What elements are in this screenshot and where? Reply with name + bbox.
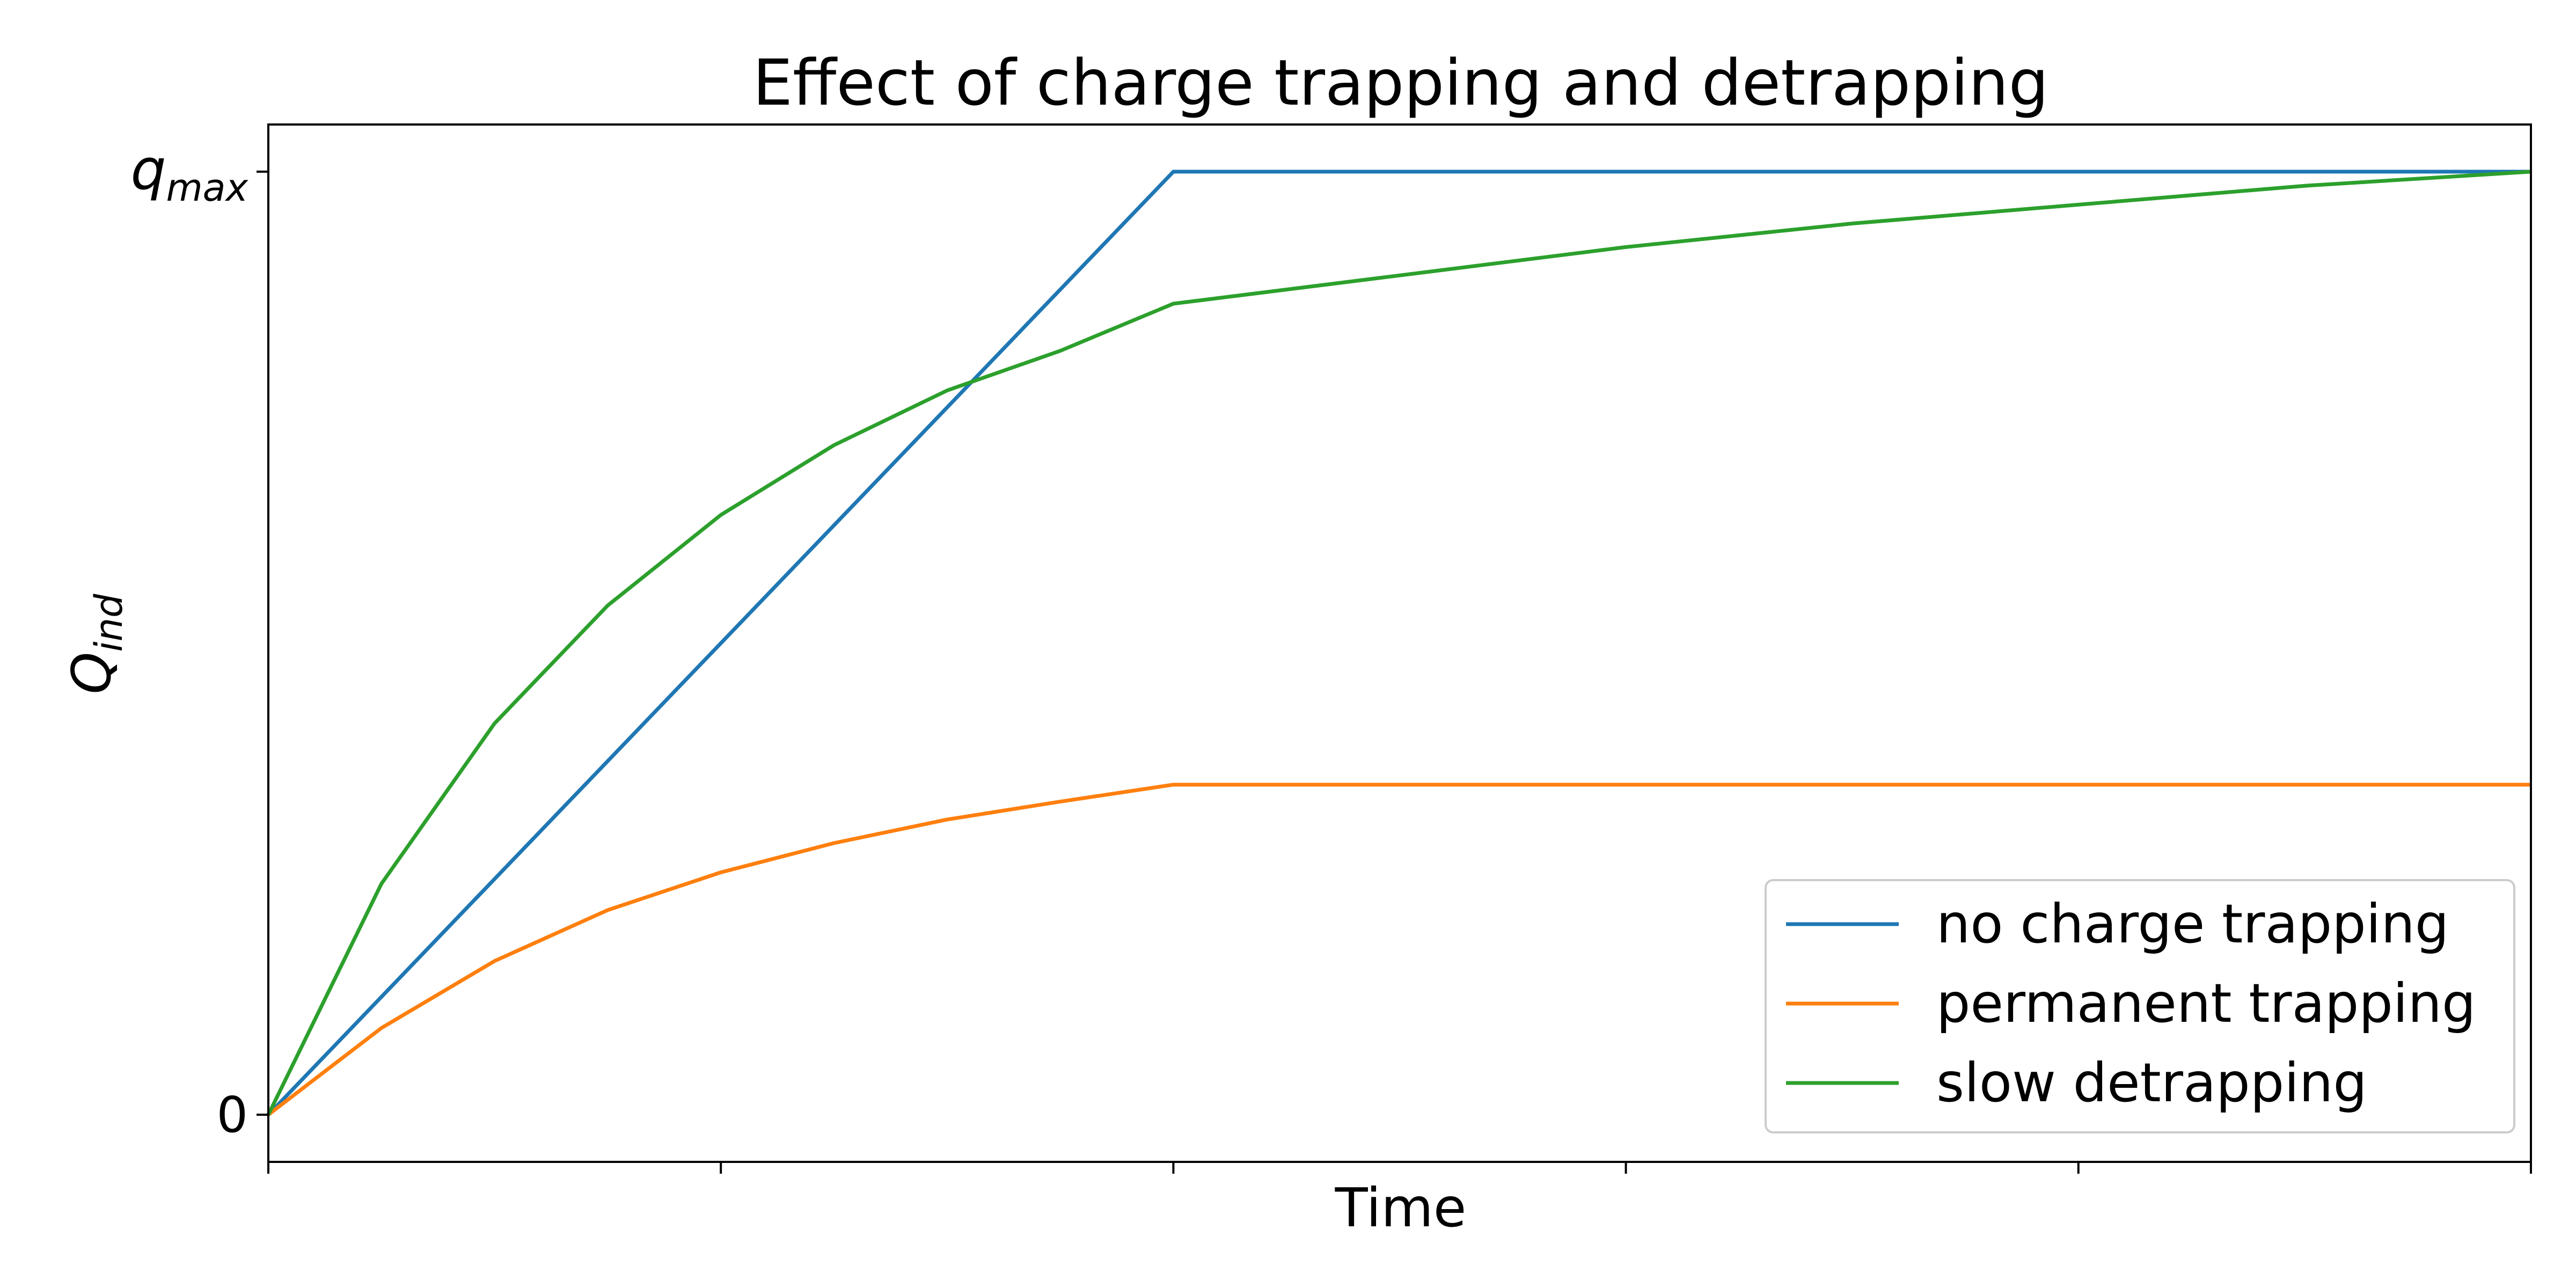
legend: no charge trapping permanent trapping slow… (1765, 879, 2515, 1133)
y-axis-label-main: Q (60, 652, 123, 694)
legend-label: slow detrapping (1936, 1051, 2367, 1114)
x-axis-label: Time (1335, 1176, 1467, 1239)
series-line-2 (267, 782, 2531, 1116)
legend-box (1765, 879, 2515, 1133)
series-line-3 (266, 170, 2531, 1116)
chart-title: Effect of charge trapping and detrapping (752, 46, 2048, 120)
legend-label: no charge trapping (1936, 892, 2449, 955)
y-axis-label: Qind (60, 594, 131, 694)
plot-area (266, 170, 2531, 1116)
y-tick-label: qmax (130, 137, 248, 210)
y-axis-label-sub: ind (87, 594, 131, 652)
plot-frame (267, 123, 2532, 1163)
series-line-1 (267, 170, 2531, 1116)
legend-label: permanent trapping (1936, 972, 2476, 1035)
x-axis-ticks (267, 1162, 2532, 1174)
y-tick-label: 0 (216, 1086, 248, 1144)
y-axis-ticks: 0 qmax (130, 137, 268, 1144)
